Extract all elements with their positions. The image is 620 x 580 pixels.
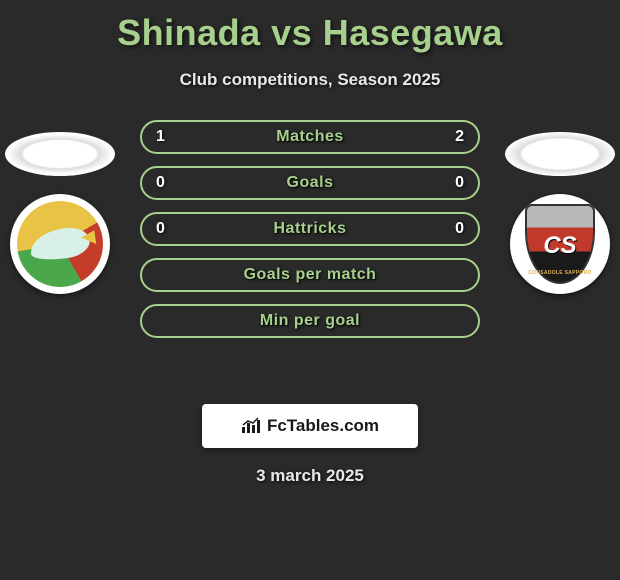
player-left-column <box>0 120 120 294</box>
stat-row-min-per-goal: Min per goal <box>140 304 480 338</box>
bird-crest-icon <box>17 201 103 287</box>
page-title: Shinada vs Hasegawa <box>0 0 620 54</box>
stat-row-hattricks: 0 Hattricks 0 <box>140 212 480 246</box>
club-left-badge <box>10 194 110 294</box>
shield-initials: CS <box>543 232 576 260</box>
player-right-column: CS CONSADOLE SAPPORO <box>500 120 620 294</box>
stat-left-value: 1 <box>156 128 165 146</box>
stat-label: Min per goal <box>260 312 360 330</box>
stat-label: Goals per match <box>244 266 377 284</box>
stat-bars: 1 Matches 2 0 Goals 0 0 Hattricks 0 Goal… <box>140 120 480 350</box>
comparison-panel: CS CONSADOLE SAPPORO 1 Matches 2 0 Goals… <box>0 120 620 400</box>
subtitle: Club competitions, Season 2025 <box>0 70 620 90</box>
stat-row-goals: 0 Goals 0 <box>140 166 480 200</box>
stat-row-goals-per-match: Goals per match <box>140 258 480 292</box>
player-left-photo-placeholder <box>5 132 115 176</box>
branding-box: FcTables.com <box>202 404 418 448</box>
footer-date: 3 march 2025 <box>0 466 620 486</box>
shield-text: CONSADOLE SAPPORO <box>528 270 591 276</box>
bar-chart-icon <box>241 417 263 435</box>
stat-left-value: 0 <box>156 220 165 238</box>
stat-label: Matches <box>276 128 344 146</box>
stat-right-value: 0 <box>455 174 464 192</box>
shield-cs-icon: CS CONSADOLE SAPPORO <box>525 204 595 284</box>
branding-text: FcTables.com <box>267 416 379 436</box>
stat-right-value: 2 <box>455 128 464 146</box>
stat-label: Goals <box>287 174 334 192</box>
stat-right-value: 0 <box>455 220 464 238</box>
club-right-badge: CS CONSADOLE SAPPORO <box>510 194 610 294</box>
stat-left-value: 0 <box>156 174 165 192</box>
stat-row-matches: 1 Matches 2 <box>140 120 480 154</box>
stat-label: Hattricks <box>274 220 347 238</box>
player-right-photo-placeholder <box>505 132 615 176</box>
